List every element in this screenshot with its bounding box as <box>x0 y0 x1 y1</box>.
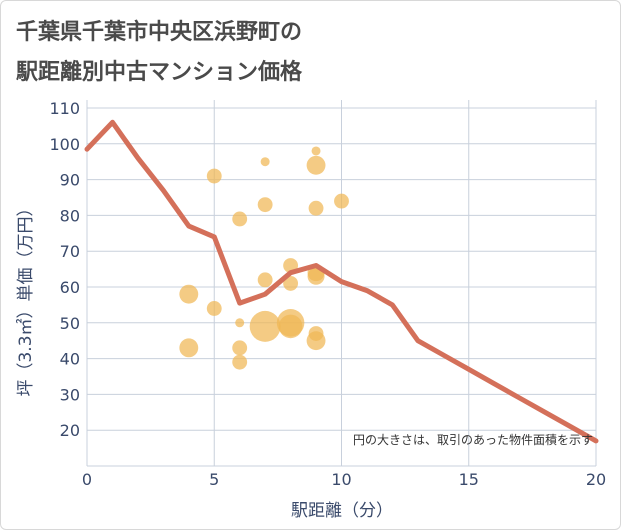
x-tick-label: 0 <box>82 470 92 489</box>
y-tick-label: 110 <box>49 99 80 118</box>
data-bubble <box>235 318 245 328</box>
data-bubble <box>307 267 325 285</box>
data-bubble <box>257 197 273 213</box>
data-bubble <box>257 272 273 288</box>
data-bubble <box>232 211 248 227</box>
y-tick-label: 40 <box>60 350 80 369</box>
y-tick-label: 70 <box>60 242 80 261</box>
chart-title-line2: 駅距離別中古マンション価格 <box>16 60 303 85</box>
x-tick-label: 5 <box>209 470 219 489</box>
trend-line <box>84 119 599 444</box>
data-bubble <box>232 340 248 356</box>
y-tick-label: 30 <box>60 385 80 404</box>
data-bubble <box>206 168 222 184</box>
y-tick-label: 100 <box>49 135 80 154</box>
size-annotation: 円の大きさは、取引のあった物件面積を示す <box>353 432 593 447</box>
chart-title-line1: 千葉県千葉市中央区浜野町の <box>16 20 303 45</box>
y-tick-label: 90 <box>60 171 80 190</box>
y-tick-label: 50 <box>60 314 80 333</box>
x-tick-label: 15 <box>459 470 479 489</box>
x-tick-label: 10 <box>331 470 351 489</box>
data-bubble <box>260 157 270 167</box>
data-bubble <box>206 301 222 316</box>
data-bubble <box>283 275 299 291</box>
data-bubble <box>179 338 199 358</box>
axis-ticks: 20 30 40 50 60 70 80 90 100 110 0 5 10 15 20 <box>49 99 606 489</box>
bubble-series <box>179 146 349 370</box>
y-tick-label: 60 <box>60 278 80 297</box>
data-bubble <box>179 284 199 304</box>
data-bubble <box>249 310 281 342</box>
data-bubble <box>232 354 248 370</box>
y-tick-label: 80 <box>60 206 80 225</box>
x-axis-label: 駅距離（分） <box>291 501 393 521</box>
x-tick-label: 20 <box>586 470 606 489</box>
data-bubble <box>308 200 324 216</box>
data-bubble <box>306 155 326 175</box>
y-tick-label: 20 <box>60 421 80 440</box>
data-bubble <box>278 314 303 339</box>
data-bubble <box>334 193 349 209</box>
y-axis-label: 坪（3.3㎡）単価（万円） <box>16 199 36 396</box>
data-bubble <box>311 146 321 156</box>
data-bubble <box>306 331 326 351</box>
